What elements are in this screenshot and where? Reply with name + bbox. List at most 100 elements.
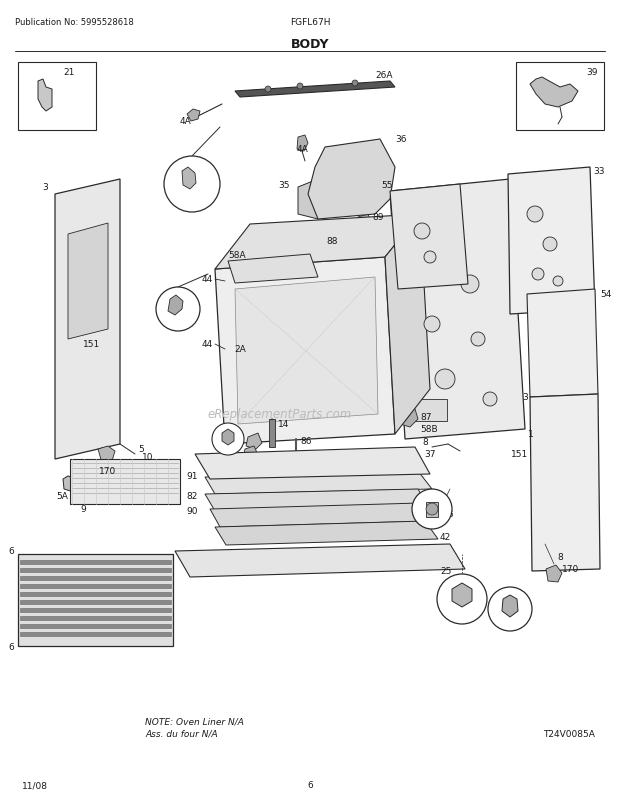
- Bar: [20, 616, 171, 620]
- Polygon shape: [228, 255, 318, 284]
- Polygon shape: [210, 504, 430, 528]
- Text: 36: 36: [395, 136, 407, 144]
- Text: 26A: 26A: [375, 71, 392, 80]
- Circle shape: [532, 269, 544, 281]
- Text: 8: 8: [422, 438, 428, 447]
- Text: T24V0085A: T24V0085A: [543, 729, 595, 738]
- Text: 10: 10: [142, 453, 154, 462]
- Text: 9: 9: [80, 505, 86, 514]
- Polygon shape: [390, 184, 468, 290]
- Text: 15: 15: [231, 440, 243, 449]
- Text: 58B: 58B: [420, 425, 438, 434]
- Circle shape: [297, 84, 303, 90]
- Text: 44: 44: [202, 340, 213, 349]
- Polygon shape: [63, 476, 80, 492]
- Circle shape: [488, 587, 532, 631]
- Polygon shape: [175, 545, 465, 577]
- Polygon shape: [308, 140, 395, 220]
- Text: 2A: 2A: [234, 345, 246, 354]
- Polygon shape: [340, 225, 355, 240]
- Polygon shape: [187, 110, 200, 122]
- Circle shape: [423, 243, 447, 267]
- Polygon shape: [390, 180, 525, 439]
- Polygon shape: [215, 521, 438, 545]
- Bar: [20, 632, 171, 636]
- Text: 5A: 5A: [56, 492, 68, 501]
- Circle shape: [212, 423, 244, 456]
- Circle shape: [471, 333, 485, 346]
- Polygon shape: [68, 224, 108, 339]
- Bar: [20, 608, 171, 612]
- Text: 44: 44: [202, 275, 213, 284]
- Circle shape: [156, 288, 200, 331]
- Polygon shape: [98, 447, 115, 464]
- Text: 16: 16: [229, 453, 240, 462]
- Bar: [20, 624, 171, 628]
- Polygon shape: [530, 395, 600, 571]
- Polygon shape: [452, 583, 472, 607]
- Text: 25: 25: [440, 567, 451, 576]
- Bar: [426, 502, 438, 517]
- Polygon shape: [530, 78, 578, 107]
- Text: 88: 88: [327, 237, 338, 246]
- Polygon shape: [235, 277, 378, 424]
- Text: 33: 33: [593, 168, 604, 176]
- Circle shape: [543, 237, 557, 252]
- Bar: [20, 592, 171, 596]
- Polygon shape: [215, 257, 395, 444]
- Text: 170: 170: [562, 565, 579, 573]
- Text: 49: 49: [187, 187, 198, 196]
- Bar: [20, 561, 171, 565]
- Text: Publication No: 5995528618: Publication No: 5995528618: [15, 18, 134, 27]
- Text: 90: 90: [187, 507, 198, 516]
- Text: 35: 35: [278, 180, 290, 189]
- Text: 82: 82: [187, 492, 198, 501]
- Bar: [20, 569, 171, 573]
- Bar: [516, 63, 604, 131]
- Polygon shape: [508, 168, 595, 314]
- Text: 1: 1: [528, 430, 534, 439]
- Text: 54: 54: [600, 290, 611, 299]
- Text: 151: 151: [82, 340, 100, 349]
- Bar: [18, 63, 96, 131]
- Circle shape: [412, 489, 452, 529]
- Text: 89: 89: [372, 213, 384, 222]
- Polygon shape: [385, 215, 430, 435]
- Circle shape: [553, 277, 563, 286]
- Text: 18: 18: [239, 260, 250, 269]
- Text: 5A: 5A: [456, 605, 468, 614]
- Circle shape: [437, 574, 487, 624]
- Polygon shape: [182, 168, 196, 190]
- Text: 39: 39: [587, 68, 598, 77]
- Text: 151: 151: [511, 450, 528, 459]
- Circle shape: [424, 252, 436, 264]
- Polygon shape: [222, 429, 234, 445]
- Polygon shape: [234, 460, 249, 476]
- Text: Ass. du four N/A: Ass. du four N/A: [145, 729, 218, 738]
- Polygon shape: [243, 447, 258, 461]
- Text: 11/08: 11/08: [22, 780, 48, 789]
- Polygon shape: [502, 595, 518, 618]
- Polygon shape: [527, 290, 598, 398]
- Circle shape: [435, 370, 455, 390]
- Circle shape: [527, 207, 543, 223]
- Polygon shape: [205, 489, 428, 512]
- Polygon shape: [546, 565, 562, 582]
- Text: 5: 5: [507, 613, 513, 622]
- Circle shape: [483, 392, 497, 407]
- Text: 58G: 58G: [435, 510, 453, 519]
- Circle shape: [424, 317, 440, 333]
- Text: 43: 43: [427, 520, 438, 529]
- Text: 3: 3: [417, 493, 423, 502]
- Text: 29: 29: [223, 440, 234, 449]
- Polygon shape: [356, 215, 372, 232]
- Polygon shape: [297, 136, 308, 152]
- Polygon shape: [235, 82, 395, 98]
- Bar: [20, 585, 171, 588]
- Text: FGFL67H: FGFL67H: [290, 18, 330, 27]
- Bar: [269, 419, 275, 448]
- Circle shape: [414, 224, 430, 240]
- Text: 170: 170: [99, 467, 117, 476]
- Text: NOTE: Oven Liner N/A: NOTE: Oven Liner N/A: [145, 717, 244, 726]
- Text: 5: 5: [138, 445, 144, 454]
